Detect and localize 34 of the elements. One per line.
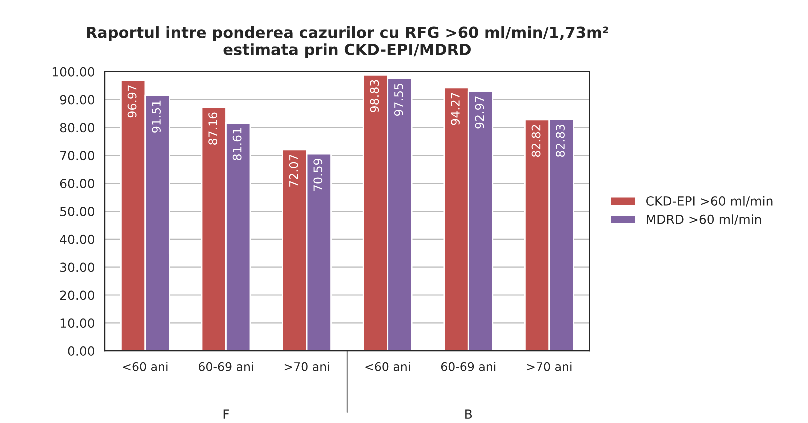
y-tick-label: 50.00 (60, 206, 94, 216)
data-label: 98.83 (370, 80, 380, 112)
y-tick-label: 70.00 (60, 151, 94, 161)
text: B (466, 410, 472, 419)
data-label: 82.83 (556, 124, 565, 158)
text: F (224, 410, 230, 419)
x-tick-label: >70 ani (284, 362, 330, 372)
y-tick-label: 20.00 (60, 290, 94, 300)
data-label: 92.97 (475, 96, 484, 129)
x-tick-label: 60-69 ani (441, 362, 496, 372)
data-label: 72.07 (289, 155, 298, 187)
y-tick-label: 100.00 (52, 67, 94, 77)
y-tick-label: 90.00 (60, 95, 94, 105)
x-tick-label: <60 ani (123, 362, 168, 372)
data-label: 97.55 (394, 84, 404, 116)
y-tick-label: 30.00 (60, 262, 94, 272)
data-label: 70.59 (314, 159, 323, 192)
data-label: 81.61 (232, 128, 242, 160)
y-tick-label: 80.00 (60, 123, 94, 133)
data-label: 91.51 (152, 100, 161, 133)
data-label: 94.27 (451, 93, 460, 126)
x-tick-label: <60 ani (366, 362, 410, 372)
y-tick-label: 40.00 (60, 234, 94, 244)
legend-label: MDRD >60 ml/min (647, 214, 762, 226)
x-tick-label: 60-69 ani (199, 362, 254, 372)
data-label: 82.82 (532, 125, 541, 158)
y-tick-label: 60.00 (60, 179, 94, 189)
y-tick-label: 10.00 (60, 318, 94, 328)
data-label: 87.16 (208, 112, 218, 145)
chart-title: Raportul intre ponderea cazurilor cu RFG >60 ml/min/1,73m² estimata prin CKD-EPI/MDRD (87, 26, 608, 58)
x-tick-label: >70 ani (527, 362, 572, 372)
y-tick-label: 0.00 (68, 346, 94, 356)
legend-label: CKD-EPI >60 ml/min (646, 196, 773, 207)
data-label: 96.97 (128, 86, 137, 118)
